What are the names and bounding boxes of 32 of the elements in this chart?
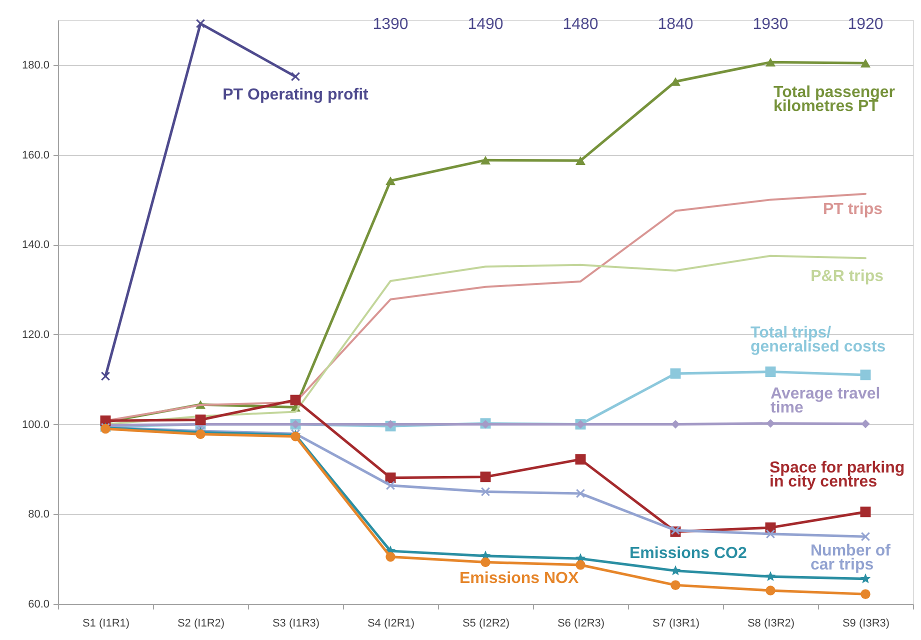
x-tick-label: S9 (I3R3) bbox=[842, 618, 890, 630]
annotation: 1920 bbox=[848, 16, 884, 33]
series-label: PT Operating profit bbox=[222, 86, 370, 104]
y-tick-label: 160.0 bbox=[22, 149, 50, 162]
series-label: Average travel time bbox=[770, 385, 880, 416]
y-tick-label: 80.0 bbox=[28, 508, 50, 521]
annotation: 1480 bbox=[562, 16, 598, 33]
series-label: Total passenger kilometres PT bbox=[774, 84, 896, 116]
x-tick-label: S7 (I3R1) bbox=[652, 618, 700, 630]
series-label: Space for parking in city centres bbox=[770, 460, 905, 491]
annotation: 1930 bbox=[752, 16, 788, 33]
y-tick-label: 120.0 bbox=[22, 328, 50, 341]
x-tick-label: S5 (I2R2) bbox=[462, 618, 510, 630]
series-label: Number of car trips bbox=[810, 542, 892, 574]
annotation: 1840 bbox=[658, 16, 694, 33]
y-tick-label: 100.0 bbox=[22, 418, 50, 431]
series-label: PT trips bbox=[822, 200, 883, 218]
series-label: Total trips/ generalised costs bbox=[750, 324, 886, 356]
series-label: Emissions CO2 bbox=[630, 544, 747, 562]
series-label: Emissions NOX bbox=[460, 570, 579, 588]
y-tick-label: 60.0 bbox=[28, 598, 50, 610]
y-tick-label: 180.0 bbox=[22, 59, 50, 72]
x-tick-label: S3 (I1R3) bbox=[272, 618, 320, 630]
x-tick-label: S1 (I1R1) bbox=[82, 618, 130, 630]
annotation: 1390 bbox=[372, 16, 408, 33]
series-label: P&R trips bbox=[810, 268, 884, 286]
annotation: 1490 bbox=[468, 16, 504, 33]
x-tick-label: S2 (I1R2) bbox=[177, 618, 225, 630]
y-tick-label: 140.0 bbox=[22, 239, 50, 252]
x-tick-label: S6 (I2R3) bbox=[557, 618, 605, 630]
x-tick-label: S4 (I2R1) bbox=[367, 618, 415, 630]
x-tick-label: S8 (I3R2) bbox=[747, 618, 795, 630]
